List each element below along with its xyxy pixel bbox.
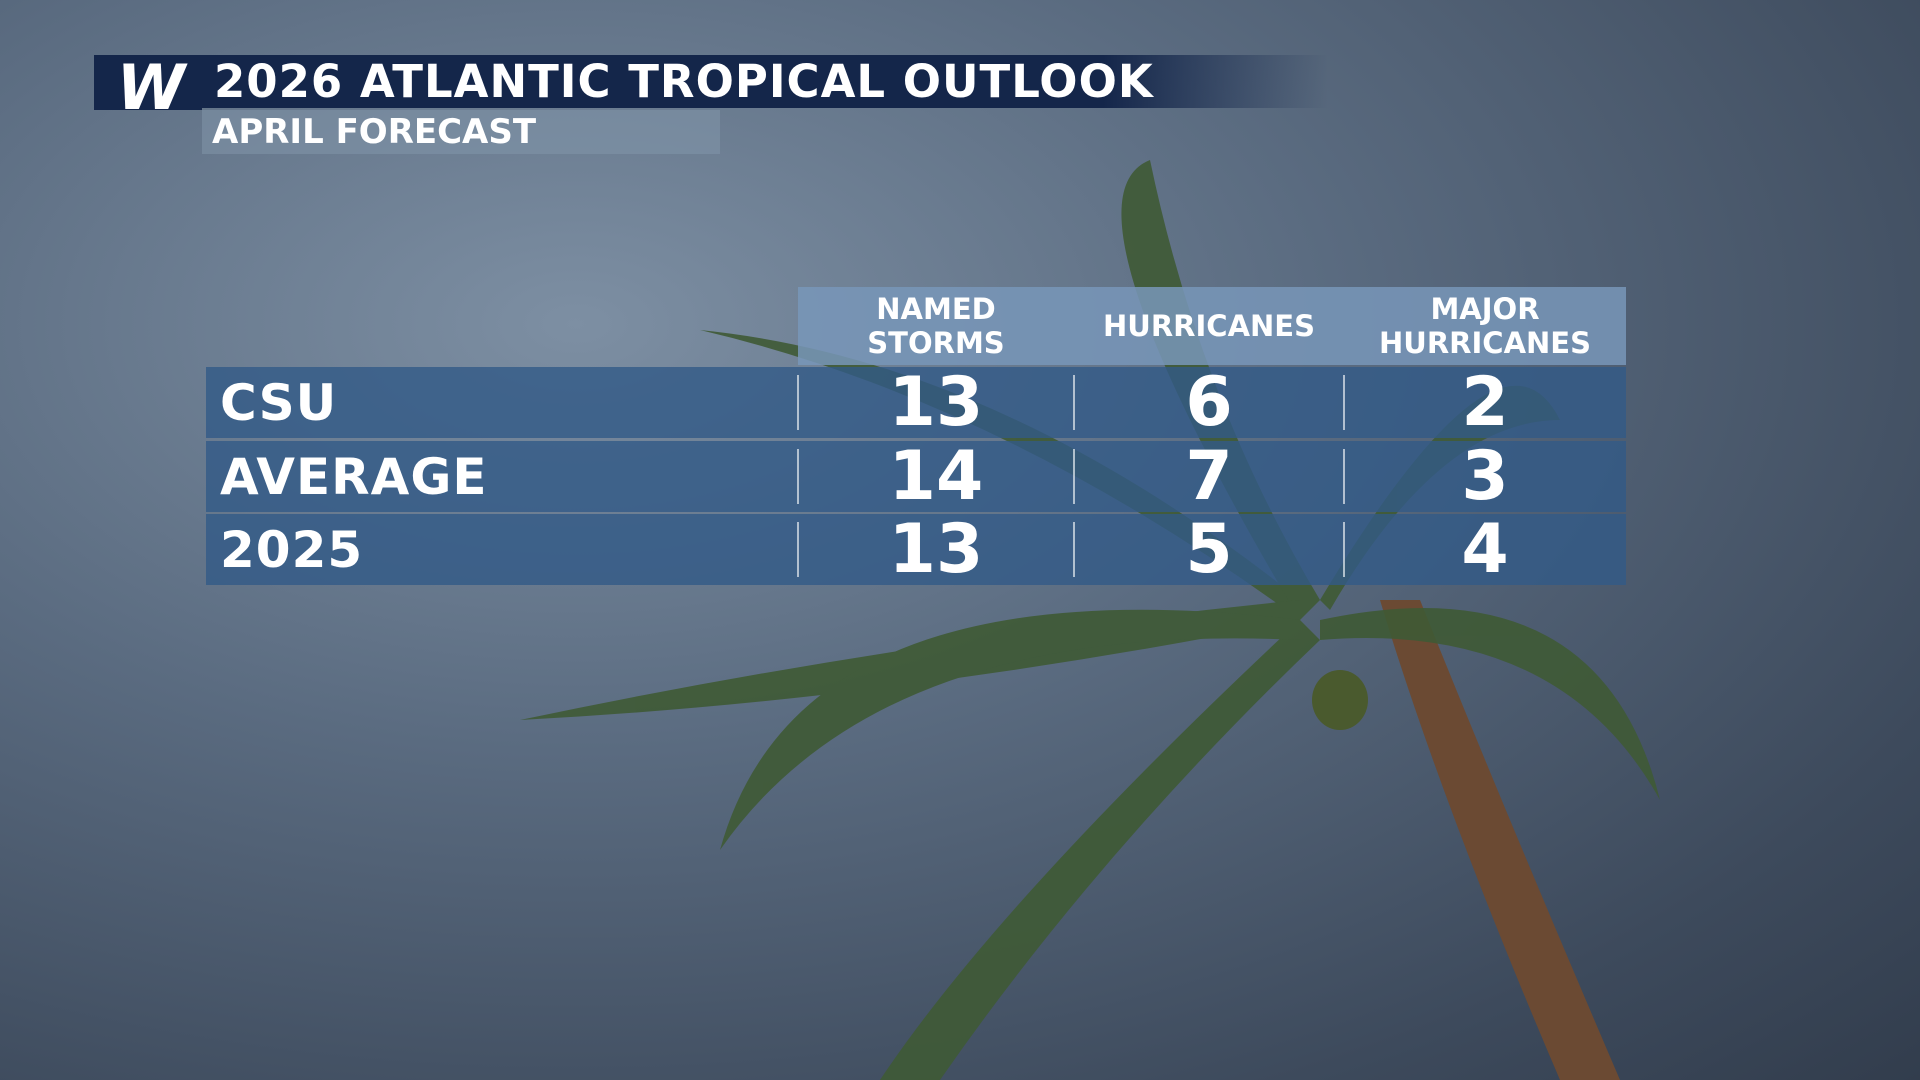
coconuts: [1312, 670, 1368, 730]
table-cell: 2: [1461, 363, 1509, 442]
palm-trunk: [1380, 600, 1620, 1080]
table-cell: 7: [1185, 437, 1233, 516]
table-cell: 13: [888, 363, 984, 442]
table-cell: 14: [888, 437, 984, 516]
row-label: 2025: [220, 521, 364, 579]
table-cell: 5: [1185, 510, 1233, 589]
column-divider: [1343, 522, 1345, 577]
table-row: AVERAGE 14 7 3: [206, 437, 1626, 516]
table-cell: 6: [1185, 363, 1233, 442]
column-divider: [797, 522, 799, 577]
column-header: NAMED STORMS: [798, 287, 1074, 365]
column-divider: [797, 449, 799, 504]
table-cell: 4: [1461, 510, 1509, 589]
column-divider: [1073, 449, 1075, 504]
subtitle: APRIL FORECAST: [202, 110, 720, 154]
column-divider: [1343, 375, 1345, 430]
row-label: CSU: [220, 374, 338, 432]
table-cell: 13: [888, 510, 984, 589]
column-divider: [1073, 522, 1075, 577]
logo: W: [94, 55, 202, 121]
column-header: MAJOR HURRICANES: [1344, 287, 1626, 365]
column-header: HURRICANES: [1074, 287, 1344, 365]
table-row: 2025 13 5 4: [206, 510, 1626, 589]
row-label: AVERAGE: [220, 448, 488, 506]
column-divider: [1343, 449, 1345, 504]
table-cell: 3: [1461, 437, 1509, 516]
column-divider: [1073, 375, 1075, 430]
column-divider: [797, 375, 799, 430]
title: 2026 ATLANTIC TROPICAL OUTLOOK: [202, 55, 1328, 108]
table-row: CSU 13 6 2: [206, 363, 1626, 442]
